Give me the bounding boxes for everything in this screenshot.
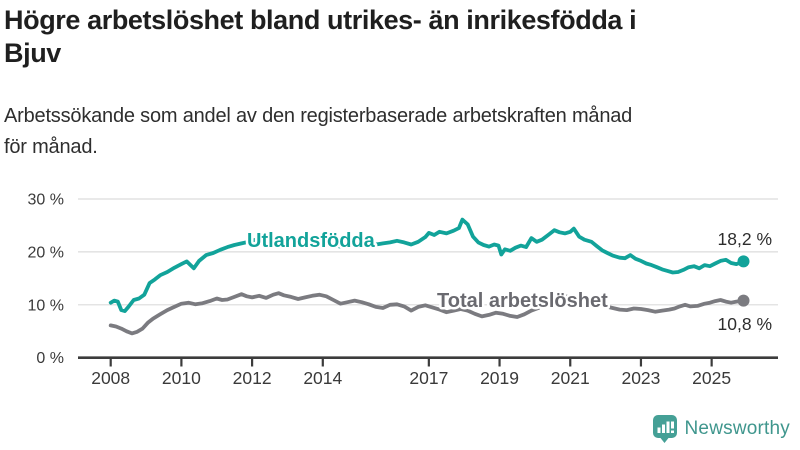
x-tick-label-2014: 2014 xyxy=(303,368,342,388)
x-tick-label-2023: 2023 xyxy=(621,368,660,388)
end-value-label-total: 10,8 % xyxy=(718,314,772,334)
x-tick-label-2017: 2017 xyxy=(409,368,448,388)
subtitle-line-2: för månad. xyxy=(4,136,98,158)
series-label-utlandsfodda: Utlandsfödda xyxy=(247,230,376,252)
chart-header: Högre arbetslöshet bland utrikes- än inr… xyxy=(4,4,792,163)
newsworthy-bar-chart-bubble-icon xyxy=(652,415,677,443)
subtitle-line-1: Arbetssökande som andel av den registerb… xyxy=(4,105,633,127)
x-tick-label-2021: 2021 xyxy=(551,368,590,388)
y-tick-label-10: 10 % xyxy=(28,297,64,314)
gridlines xyxy=(78,198,778,306)
y-tick-label-30: 30 % xyxy=(28,192,64,209)
y-tick-label-20: 20 % xyxy=(28,244,64,261)
line-utlandsf-dda xyxy=(108,217,746,314)
end-value-label-utlandsfodda: 18,2 % xyxy=(718,229,772,249)
x-axis: 0 % 10 % 20 % 30 % 2008 2010 2012 2014 2017 2019 2… xyxy=(28,192,778,388)
title-line-1: Högre arbetslöshet bland utrikes- än inr… xyxy=(4,5,637,35)
end-dot-total-arbetsl-shet xyxy=(737,294,750,307)
chart-subtitle: Arbetssökande som andel av den registerb… xyxy=(4,101,792,163)
x-tick-label-2025: 2025 xyxy=(692,368,731,388)
end-dot-utlandsf-dda xyxy=(737,255,750,268)
page-title: Högre arbetslöshet bland utrikes- än inr… xyxy=(4,4,792,70)
x-tick-label-2010: 2010 xyxy=(162,368,201,388)
x-tick-label-2019: 2019 xyxy=(480,368,519,388)
newsworthy-logo[interactable]: Newsworthy xyxy=(652,414,790,444)
x-tick-label-2012: 2012 xyxy=(233,368,272,388)
title-line-2: Bjuv xyxy=(4,38,61,68)
line-total-arbetsl-shet xyxy=(108,291,746,336)
y-tick-label-0: 0 % xyxy=(36,350,64,367)
newsworthy-logo-text: Newsworthy xyxy=(684,418,790,439)
x-tick-label-2008: 2008 xyxy=(91,368,130,388)
series-lines xyxy=(108,217,750,336)
series-label-total-arbetsloshet: Total arbetslöshet xyxy=(437,290,608,312)
